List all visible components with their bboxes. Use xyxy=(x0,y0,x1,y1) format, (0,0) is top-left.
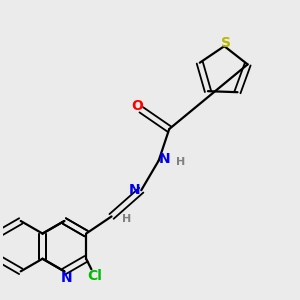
Text: N: N xyxy=(129,183,141,197)
Text: N: N xyxy=(60,271,72,285)
Text: H: H xyxy=(176,157,185,167)
Text: H: H xyxy=(122,214,131,224)
Text: O: O xyxy=(131,99,143,112)
Text: S: S xyxy=(221,36,231,50)
Text: Cl: Cl xyxy=(87,269,102,283)
Text: N: N xyxy=(159,152,171,166)
